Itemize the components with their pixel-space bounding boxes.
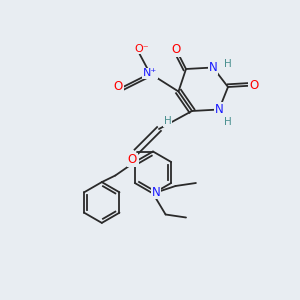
Text: H: H [164,116,171,127]
Text: O: O [128,153,137,166]
Text: N: N [214,103,224,116]
Text: O: O [249,79,258,92]
Text: N: N [208,61,217,74]
Text: H: H [224,117,232,127]
Text: H: H [224,59,231,69]
Text: O⁻: O⁻ [134,44,149,54]
Text: H: H [131,156,139,166]
Text: N⁺: N⁺ [143,68,157,79]
Text: N: N [152,185,160,199]
Text: O: O [114,80,123,94]
Text: O: O [172,43,181,56]
